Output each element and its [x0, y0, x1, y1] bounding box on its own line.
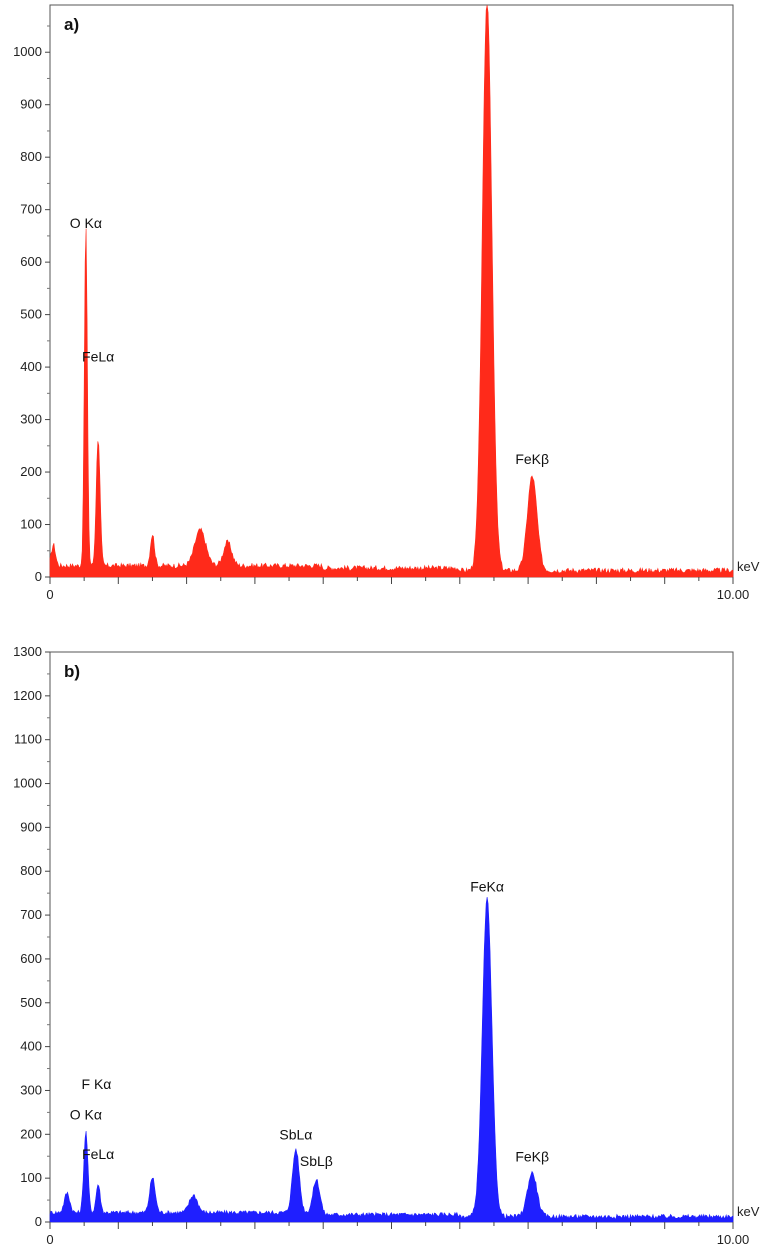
- y-tick-label: 900: [20, 819, 42, 834]
- peak-annotation: FeKβ: [515, 451, 549, 467]
- y-tick-label: 600: [20, 951, 42, 966]
- y-tick-label: 1000: [13, 44, 42, 59]
- x-unit-label: keV: [737, 559, 760, 574]
- spectrum-panel-b: 0 100 200 300 400 500 600 700 800 900 1000 1100 1200…: [13, 644, 760, 1247]
- y-tick-label: 0: [35, 1214, 42, 1229]
- y-tick-label: 300: [20, 412, 42, 427]
- y-tick-label: 200: [20, 464, 42, 479]
- peak-annotation: SbLα: [279, 1126, 312, 1142]
- spectrum-area: [49, 4, 734, 578]
- panel-label: a): [64, 15, 79, 34]
- spectrum-panel-a: 0 100 200 300 400 500 600 700 800 900 1000 0 10.00 ke…: [13, 4, 760, 602]
- y-tick-label: 400: [20, 1039, 42, 1054]
- y-tick-label: 1000: [13, 776, 42, 791]
- peak-annotation: F Kα: [82, 1076, 112, 1092]
- x-unit-label: keV: [737, 1204, 760, 1219]
- x-tick-label: 0: [46, 587, 53, 602]
- plot-frame: [49, 4, 734, 578]
- peak-annotation: FeLα: [82, 1146, 114, 1162]
- y-tick-label: 700: [20, 907, 42, 922]
- peak-annotation: O Kα: [70, 1107, 102, 1123]
- plot-frame: [49, 651, 734, 1223]
- y-tick-label: 1300: [13, 644, 42, 659]
- y-tick-label: 500: [20, 995, 42, 1010]
- y-tick-label: 100: [20, 1170, 42, 1185]
- y-tick-label: 0: [35, 569, 42, 584]
- y-tick-label: 800: [20, 863, 42, 878]
- y-tick-label: 800: [20, 149, 42, 164]
- y-tick-label: 100: [20, 517, 42, 532]
- peak-annotation: FeLα: [82, 349, 114, 365]
- y-tick-label: 900: [20, 97, 42, 112]
- peak-annotation: FeKα: [470, 879, 504, 895]
- peak-annotation: O Kα: [70, 215, 102, 231]
- x-tick-label: 0: [46, 1232, 53, 1247]
- y-tick-label: 500: [20, 307, 42, 322]
- y-tick-label: 400: [20, 359, 42, 374]
- y-tick-label: 1100: [14, 732, 42, 747]
- x-tick-label: 10.00: [717, 1232, 750, 1247]
- peak-annotation: FeKβ: [515, 1148, 549, 1164]
- panel-label: b): [64, 662, 80, 681]
- y-tick-label: 600: [20, 254, 42, 269]
- y-tick-label: 200: [20, 1126, 42, 1141]
- y-tick-label: 1200: [13, 688, 42, 703]
- y-tick-label: 700: [20, 202, 42, 217]
- peak-annotation: SbLβ: [300, 1153, 333, 1169]
- spectrum-area: [49, 897, 734, 1223]
- x-tick-label: 10.00: [717, 587, 750, 602]
- y-tick-label: 300: [20, 1082, 42, 1097]
